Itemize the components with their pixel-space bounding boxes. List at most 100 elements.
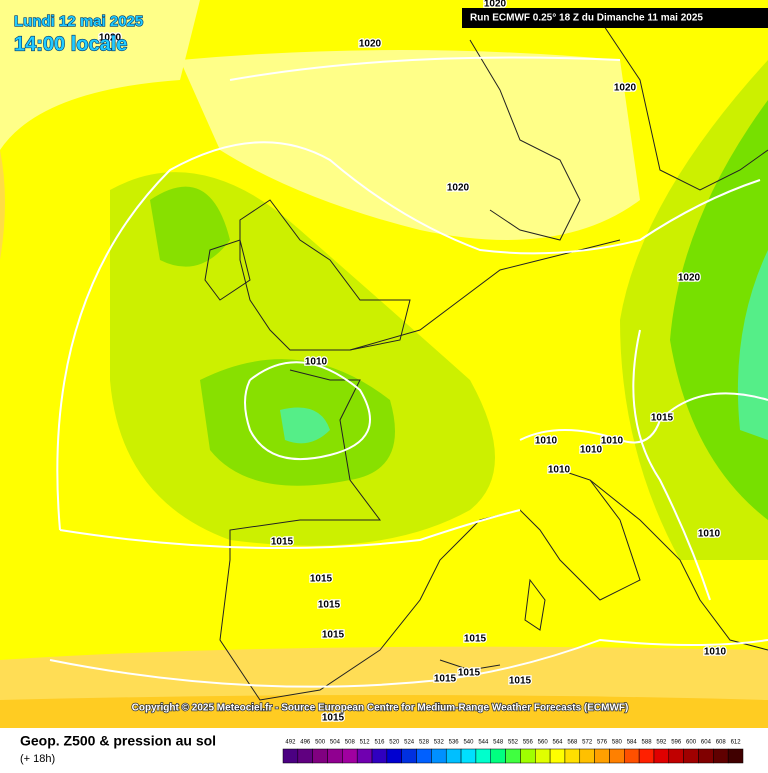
colorbar-swatch — [653, 748, 670, 764]
colorbar-swatch — [727, 748, 744, 764]
colorbar-swatch — [668, 748, 684, 764]
colorbar-swatch — [327, 748, 343, 764]
field-green — [150, 186, 230, 267]
colorbar-label: 492 — [285, 740, 296, 746]
colorbar-swatch — [460, 748, 477, 764]
isobar-label: 1015 — [509, 676, 532, 687]
copyright: Copyright © 2025 Meteociel.fr - Source E… — [132, 703, 629, 714]
isobar-label: 1010 — [580, 445, 603, 456]
colorbar-label: 528 — [419, 740, 430, 746]
isobar-label: 1010 — [305, 357, 328, 368]
colorbar-swatch — [431, 748, 447, 764]
isobar-label: 1010 — [704, 647, 727, 658]
colorbar-label: 496 — [300, 740, 311, 746]
colorbar-swatch — [490, 748, 506, 764]
colorbar-label: 596 — [671, 740, 682, 746]
colorbar-label: 560 — [538, 740, 549, 746]
isobar-label: 1015 — [651, 413, 674, 424]
isobar-label: 1015 — [271, 537, 294, 548]
field-orange — [0, 150, 5, 260]
lead-time: (+ 18h) — [20, 753, 55, 765]
colorbar-label: 504 — [330, 740, 341, 746]
colorbar-swatch — [505, 748, 521, 764]
isobar-label: 1010 — [535, 436, 558, 447]
run-banner — [462, 8, 768, 28]
colorbar-swatch — [416, 748, 432, 764]
colorbar-swatch — [594, 748, 610, 764]
colorbar-label: 608 — [716, 740, 727, 746]
colorbar-label: 568 — [567, 740, 578, 746]
colorbar-swatch — [297, 748, 313, 764]
colorbar-label: 500 — [315, 740, 326, 746]
isobar-label: 1020 — [359, 39, 382, 50]
colorbar-label: 548 — [493, 740, 504, 746]
isobar-label: 1010 — [548, 465, 571, 476]
colorbar-label: 520 — [389, 740, 400, 746]
colorbar: 492 496 500 504 508 512 516 520 524 528 532 536 540 5… — [282, 740, 744, 764]
colorbar-label: 564 — [553, 740, 564, 746]
colorbar-swatch — [371, 748, 388, 764]
isobar-label: 1010 — [601, 436, 624, 447]
colorbar-label: 556 — [523, 740, 534, 746]
isobar-label: 1015 — [318, 600, 341, 611]
field-green — [737, 250, 768, 440]
isobar-labels: 1020102010201020102010201010101510101010… — [98, 0, 728, 725]
date: Lundi 12 mai 2025 — [14, 13, 143, 30]
colorbar-label: 508 — [345, 740, 356, 746]
colorbar-swatch — [624, 748, 640, 764]
field-light — [0, 0, 200, 150]
colorbar-label: 536 — [449, 740, 460, 746]
colorbar-label: 544 — [478, 740, 489, 746]
colorbar-label: 612 — [731, 740, 742, 746]
colorbar-swatch — [282, 748, 299, 764]
colorbar-label: 600 — [686, 740, 697, 746]
colorbar-swatch — [609, 748, 625, 764]
colorbar-swatch — [520, 748, 536, 764]
colorbar-swatch — [401, 748, 417, 764]
isobar-label: 1010 — [698, 529, 721, 540]
product-title: Geop. Z500 & pression au sol — [20, 733, 216, 749]
colorbar-label: 572 — [582, 740, 593, 746]
colorbar-label: 576 — [597, 740, 608, 746]
isobar-label: 1020 — [614, 83, 637, 94]
colorbar-label: 604 — [701, 740, 712, 746]
isobar-label: 1020 — [678, 273, 701, 284]
field-green — [110, 172, 495, 546]
isobar-label: 1020 — [484, 0, 507, 10]
colorbar-swatch — [445, 748, 462, 764]
colorbar-label: 584 — [627, 740, 638, 746]
colorbar-swatch — [535, 748, 551, 764]
colorbar-label: 552 — [508, 740, 519, 746]
field-green — [280, 407, 330, 444]
colorbar-swatch — [475, 748, 491, 764]
colorbar-label: 532 — [434, 740, 445, 746]
field-orange — [0, 695, 768, 728]
colorbar-swatch — [564, 748, 581, 764]
colorbar-swatch — [698, 748, 714, 764]
isobar-label: 1015 — [458, 668, 481, 679]
colorbar-swatch — [386, 748, 402, 764]
colorbar-swatch — [312, 748, 328, 764]
isobar-label: 1020 — [99, 33, 122, 44]
colorbar-label: 512 — [360, 740, 371, 746]
field-light — [180, 50, 640, 240]
colorbar-swatch — [549, 748, 566, 764]
colorbar-swatch — [638, 748, 655, 764]
colorbar-swatch — [713, 748, 729, 764]
colorbar-label: 592 — [656, 740, 667, 746]
colorbar-label: 580 — [612, 740, 623, 746]
time: 14:00 locale — [14, 33, 127, 55]
isobar-label: 1015 — [322, 713, 345, 724]
colorbar-label: 588 — [642, 740, 653, 746]
isobars — [49, 56, 768, 688]
colorbar-label: 516 — [374, 740, 385, 746]
colorbar-swatch — [579, 748, 595, 764]
isobar-label: 1015 — [322, 630, 345, 641]
isobar-label: 1020 — [447, 183, 470, 194]
colorbar-swatch — [356, 748, 373, 764]
isobar-label: 1015 — [464, 634, 487, 645]
colorbar-swatch — [683, 748, 699, 764]
colorbar-label: 540 — [463, 740, 474, 746]
run-info: Run ECMWF 0.25° 18 Z du Dimanche 11 mai … — [470, 13, 703, 24]
